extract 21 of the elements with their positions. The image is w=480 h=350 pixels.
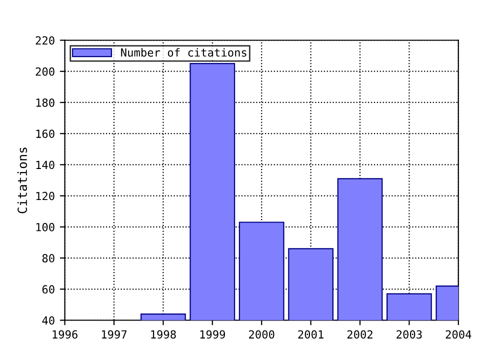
y-tick-label: 100 xyxy=(36,222,54,232)
x-tick-label: 2000 xyxy=(249,330,274,339)
y-tick-label: 40 xyxy=(42,316,54,325)
y-tick-label: 180 xyxy=(36,98,54,107)
legend-label: Number of citations xyxy=(121,48,246,57)
y-axis-title: Citations xyxy=(17,148,28,214)
x-tick-label: 1996 xyxy=(52,330,78,339)
x-tick-label: 2003 xyxy=(396,330,422,339)
x-tick-label: 2004 xyxy=(446,330,472,339)
x-tick-label: 1998 xyxy=(151,330,176,339)
x-tick-label: 1997 xyxy=(102,330,127,339)
y-tick-label: 60 xyxy=(42,285,54,294)
y-tick-label: 200 xyxy=(36,67,54,76)
y-tick-label: 220 xyxy=(36,36,54,45)
x-tick-label: 2002 xyxy=(347,330,372,339)
x-tick-label: 1999 xyxy=(200,330,226,339)
x-tick-label: 2001 xyxy=(298,330,324,339)
y-tick-label: 160 xyxy=(36,130,54,138)
y-tick-label: 80 xyxy=(42,254,54,262)
y-tick-label: 140 xyxy=(36,160,54,170)
y-tick-label: 120 xyxy=(36,192,54,200)
